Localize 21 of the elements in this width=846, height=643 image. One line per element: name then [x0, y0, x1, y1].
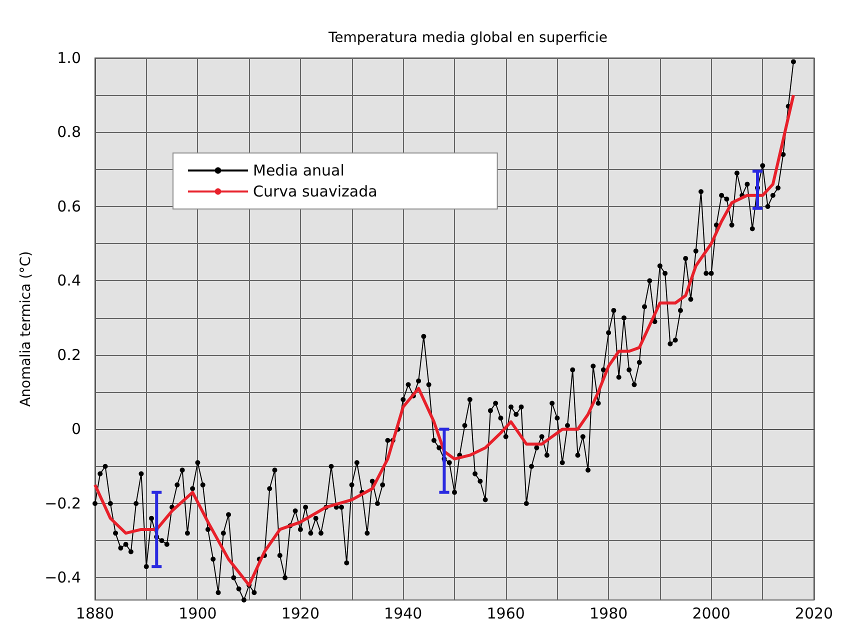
y-axis-title: Anomalia termica (°C) [18, 251, 34, 407]
legend-label: Curva suavizada [253, 182, 378, 200]
chart-title: Temperatura media global en superficie [328, 30, 608, 46]
y-tick-label: 0.2 [57, 346, 81, 364]
x-tick-label: 1940 [384, 604, 422, 622]
y-tick-label: 0.6 [57, 197, 81, 216]
point [442, 458, 446, 463]
y-tick-label: −0.4 [44, 568, 81, 587]
y-tick-label: 0.8 [57, 123, 81, 142]
x-tick-label: 2020 [794, 604, 834, 622]
legend-label: Media anual [253, 162, 344, 180]
x-tick-label: 1960 [486, 604, 525, 622]
y-tick-label: 0.4 [57, 272, 81, 290]
y-tick-label: 0 [71, 420, 81, 438]
y-tick-label: −0.2 [44, 494, 81, 512]
x-tick-label: 1880 [76, 604, 114, 622]
x-tick-label: 1920 [281, 604, 320, 622]
y-tick-label: 1.0 [57, 49, 81, 67]
x-tick-label: 1900 [178, 604, 217, 622]
x-tick-label: 2000 [692, 604, 730, 622]
x-tick-label: 1980 [589, 604, 628, 622]
